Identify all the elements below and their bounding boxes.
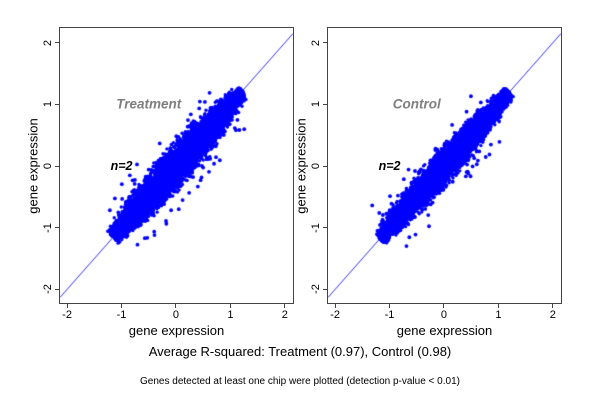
y-tick-mark <box>55 103 59 105</box>
x-tick-mark <box>229 304 231 308</box>
y-tick-label: 0 <box>42 163 54 170</box>
x-tick-mark <box>552 304 554 308</box>
x-tick-label: 1 <box>495 309 502 321</box>
x-tick-mark <box>284 304 286 308</box>
x-tick-label: -1 <box>384 309 395 321</box>
y-tick-label: 2 <box>42 39 54 46</box>
scatter-canvas-treatment <box>60 28 293 303</box>
scatter-canvas-control <box>328 28 561 303</box>
x-tick-label: 2 <box>549 309 556 321</box>
y-tick-label: 1 <box>42 101 54 108</box>
y-tick-mark <box>55 227 59 229</box>
y-tick-mark <box>323 227 327 229</box>
n-label-control: n=2 <box>378 159 401 174</box>
y-tick-label: -1 <box>310 222 322 233</box>
x-axis-title-control: gene expression <box>396 323 493 338</box>
y-tick-label: -2 <box>310 284 322 295</box>
y-axis-title-control: gene expression <box>293 117 309 214</box>
x-tick-label: -1 <box>116 309 127 321</box>
n-label-treatment: n=2 <box>110 159 133 174</box>
group-label-control: Control <box>392 96 441 112</box>
y-tick-label: 1 <box>310 101 322 108</box>
x-tick-mark <box>497 304 499 308</box>
y-tick-label: -1 <box>42 222 54 233</box>
scatter-plot-control: Control n=2 gene expression gene express… <box>294 27 562 338</box>
x-tick-label: -2 <box>330 309 340 321</box>
x-tick-mark <box>443 304 445 308</box>
group-label-treatment: Treatment <box>116 96 182 112</box>
x-tick-mark <box>121 304 123 308</box>
y-tick-mark <box>55 165 59 167</box>
y-tick-mark <box>55 288 59 290</box>
y-tick-mark <box>323 103 327 105</box>
x-axis-title-treatment: gene expression <box>128 323 225 338</box>
y-tick-label: 2 <box>310 39 322 46</box>
x-tick-label: 0 <box>440 309 448 321</box>
y-tick-mark <box>323 288 327 290</box>
caption-r-squared: Average R-squared: Treatment (0.97), Con… <box>148 344 452 359</box>
caption-footnote: Genes detected at least one chip were pl… <box>140 376 460 387</box>
x-tick-mark <box>389 304 391 308</box>
y-tick-mark <box>55 42 59 44</box>
y-axis-title-treatment: gene expression <box>25 117 41 214</box>
x-tick-mark <box>334 304 336 308</box>
y-tick-label: 0 <box>310 163 322 170</box>
scatter-plot-treatment: Treatment n=2 gene expression gene expre… <box>26 27 294 338</box>
y-tick-mark <box>323 42 327 44</box>
y-tick-label: -2 <box>42 284 54 295</box>
x-tick-label: 0 <box>172 309 180 321</box>
x-tick-label: 2 <box>281 309 288 321</box>
x-tick-label: -2 <box>62 309 72 321</box>
x-tick-mark <box>175 304 177 308</box>
x-tick-mark <box>66 304 68 308</box>
x-tick-label: 1 <box>227 309 234 321</box>
y-tick-mark <box>323 165 327 167</box>
